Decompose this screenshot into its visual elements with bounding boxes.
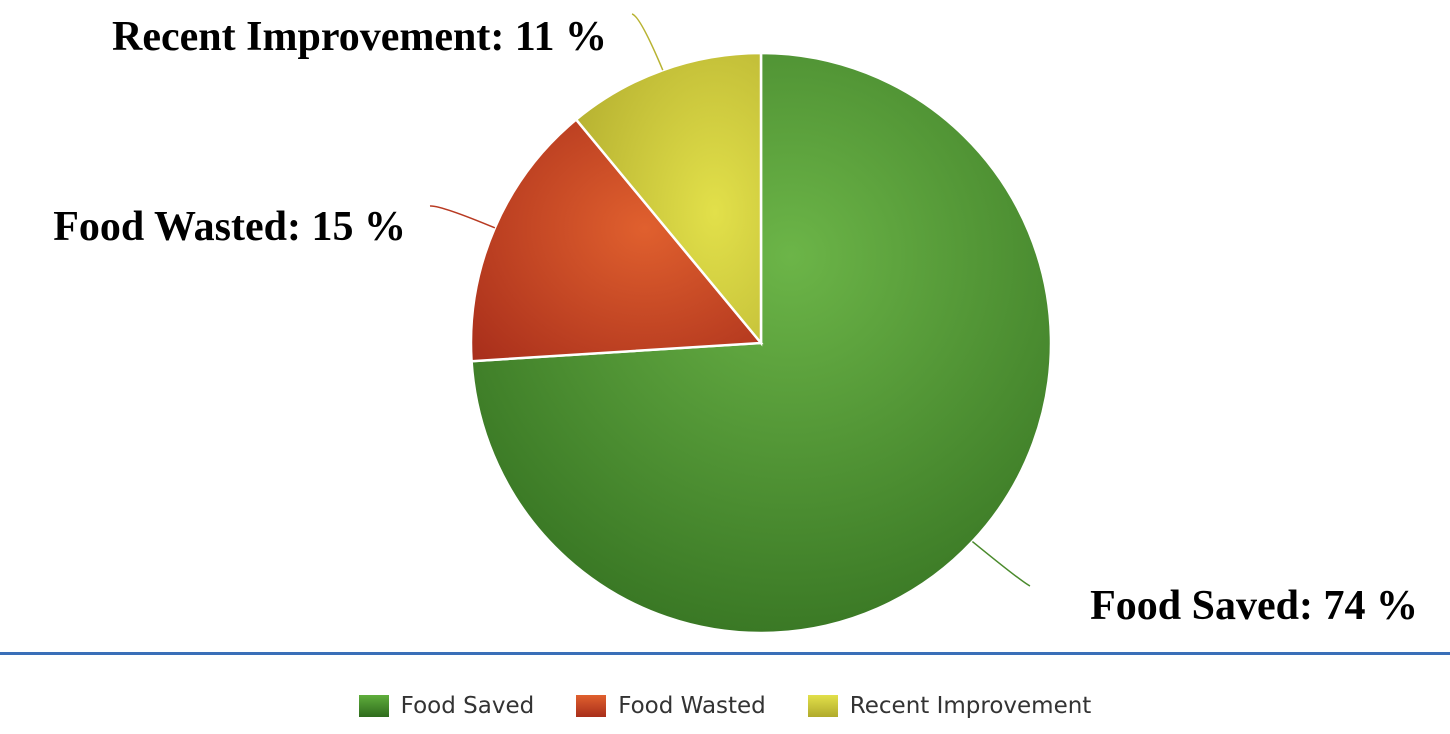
data-label-recent-improvement: Recent Improvement: 11 % bbox=[112, 14, 607, 60]
legend-item-food-wasted[interactable]: Food Wasted bbox=[576, 693, 766, 719]
pie-slice-recent-improvement[interactable] bbox=[574, 51, 763, 347]
legend-label-food-wasted: Food Wasted bbox=[618, 693, 766, 719]
legend-label-food-saved: Food Saved bbox=[400, 693, 535, 719]
pie-chart: Food Saved: 74 % Food Wasted: 15 % Recent … bbox=[53, 13, 1418, 635]
legend-swatch-food-wasted bbox=[576, 695, 607, 717]
leader-line-recent-improvement bbox=[631, 13, 664, 71]
leader-line-food-wasted bbox=[429, 205, 496, 229]
data-label-food-saved: Food Saved: 74 % bbox=[1090, 583, 1418, 629]
legend-item-food-saved[interactable]: Food Saved bbox=[358, 693, 535, 719]
legend-label-recent-improvement: Recent Improvement bbox=[849, 693, 1092, 719]
legend-swatch-food-saved bbox=[358, 695, 389, 717]
leader-line-food-saved bbox=[971, 540, 1031, 587]
data-label-food-wasted: Food Wasted: 15 % bbox=[53, 204, 406, 250]
chart-divider bbox=[0, 652, 1450, 655]
chart-legend: Food Saved Food Wasted Recent Improvemen… bbox=[0, 688, 1450, 724]
legend-item-recent-improvement[interactable]: Recent Improvement bbox=[807, 693, 1092, 719]
legend-swatch-recent-improvement bbox=[807, 695, 838, 717]
